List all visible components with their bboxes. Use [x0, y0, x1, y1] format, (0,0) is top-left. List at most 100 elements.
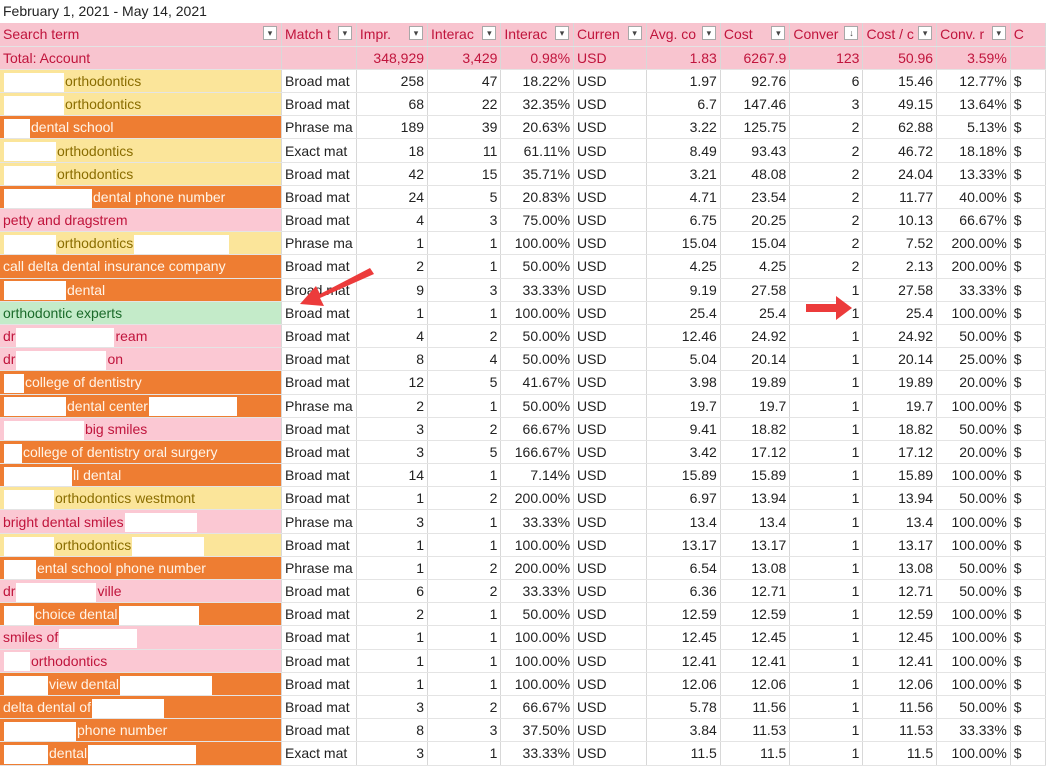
match-type-cell[interactable]: Broad mat [281, 370, 357, 395]
search-term-cell[interactable]: orthodontics [0, 69, 282, 94]
conversion-rate-cell[interactable]: 50.00% [936, 324, 1011, 349]
filter-dropdown-icon[interactable]: ▾ [555, 26, 570, 41]
interaction-rate-cell[interactable]: 166.67% [500, 440, 575, 465]
extra-cell[interactable]: $ [1010, 602, 1046, 627]
impressions-cell[interactable]: 3 [356, 440, 429, 465]
conversion-rate-cell[interactable]: 100.00% [936, 463, 1011, 488]
impressions-cell[interactable]: 8 [356, 347, 429, 372]
search-term-cell[interactable]: dr on [0, 347, 282, 372]
avg-cost-cell[interactable]: 6.7 [646, 92, 721, 117]
conversion-rate-cell[interactable]: 200.00% [936, 254, 1011, 279]
extra-cell[interactable]: $ [1010, 162, 1046, 186]
match-type-cell[interactable]: Broad mat [281, 185, 357, 210]
search-term-cell[interactable]: college of dentistry oral surgery [0, 440, 282, 465]
interaction-rate-cell[interactable]: 50.00% [500, 394, 575, 418]
cost-cell[interactable]: 24.92 [720, 324, 791, 349]
cost-cell[interactable]: 92.76 [720, 69, 791, 94]
currency-cell[interactable]: USD [573, 579, 647, 604]
extra-cell[interactable]: $ [1010, 394, 1046, 418]
interactions-cell[interactable]: 2 [427, 556, 502, 581]
match-type-cell[interactable]: Broad mat [281, 301, 357, 325]
cost-per-conversion-cell[interactable]: 46.72 [862, 138, 938, 163]
conversions-cell[interactable]: 1 [789, 741, 864, 766]
search-term-cell[interactable]: orthodontics [0, 533, 282, 557]
avg-cost-cell[interactable]: 12.06 [646, 672, 721, 696]
filter-dropdown-icon[interactable]: ▾ [991, 26, 1006, 41]
conversion-rate-cell[interactable]: 18.18% [936, 138, 1011, 163]
match-type-cell[interactable]: Broad mat [281, 162, 357, 186]
conversion-rate-cell[interactable]: 12.77% [936, 69, 1011, 94]
search-term-cell[interactable]: orthodontics [0, 138, 282, 163]
filter-dropdown-icon[interactable]: ▾ [337, 26, 352, 41]
conversion-rate-cell[interactable]: 33.33% [936, 278, 1011, 302]
conversion-rate-cell[interactable]: 100.00% [936, 394, 1011, 418]
filter-dropdown-icon[interactable]: ▾ [627, 26, 642, 41]
interaction-rate-cell[interactable]: 32.35% [500, 92, 575, 117]
cost-cell[interactable]: 13.94 [720, 486, 791, 511]
conversions-cell[interactable]: 1 [789, 533, 864, 557]
total-interactions[interactable]: 3,429 [427, 46, 502, 70]
extra-cell[interactable]: $ [1010, 69, 1046, 94]
search-term-cell[interactable]: ental school phone number [0, 556, 282, 581]
impressions-cell[interactable]: 3 [356, 741, 429, 766]
interactions-cell[interactable]: 4 [427, 347, 502, 372]
cost-cell[interactable]: 12.71 [720, 579, 791, 604]
avg-cost-cell[interactable]: 15.04 [646, 231, 721, 256]
cost-per-conversion-cell[interactable]: 12.59 [862, 602, 938, 627]
avg-cost-cell[interactable]: 3.98 [646, 370, 721, 395]
impressions-cell[interactable]: 12 [356, 370, 429, 395]
interactions-cell[interactable]: 3 [427, 278, 502, 302]
match-type-cell[interactable]: Broad mat [281, 486, 357, 511]
match-type-cell[interactable]: Broad mat [281, 347, 357, 372]
cost-cell[interactable]: 13.08 [720, 556, 791, 581]
impressions-cell[interactable]: 3 [356, 695, 429, 720]
search-term-cell[interactable]: dr ville [0, 579, 282, 604]
currency-cell[interactable]: USD [573, 92, 647, 117]
conversion-rate-cell[interactable]: 100.00% [936, 602, 1011, 627]
interactions-cell[interactable]: 5 [427, 370, 502, 395]
interactions-cell[interactable]: 1 [427, 672, 502, 696]
cost-cell[interactable]: 125.75 [720, 115, 791, 140]
conversions-cell[interactable]: 1 [789, 579, 864, 604]
cost-cell[interactable]: 12.06 [720, 672, 791, 696]
interactions-cell[interactable]: 1 [427, 463, 502, 488]
cost-cell[interactable]: 18.82 [720, 417, 791, 441]
conversion-rate-cell[interactable]: 20.00% [936, 370, 1011, 395]
currency-cell[interactable]: USD [573, 486, 647, 511]
conversion-rate-cell[interactable]: 50.00% [936, 695, 1011, 720]
currency-cell[interactable]: USD [573, 741, 647, 766]
extra-cell[interactable]: $ [1010, 486, 1046, 511]
conversion-rate-cell[interactable]: 25.00% [936, 347, 1011, 372]
cost-per-conversion-cell[interactable]: 13.94 [862, 486, 938, 511]
extra-cell[interactable]: $ [1010, 254, 1046, 279]
avg-cost-cell[interactable]: 13.4 [646, 509, 721, 534]
avg-cost-cell[interactable]: 13.17 [646, 533, 721, 557]
interactions-cell[interactable]: 2 [427, 417, 502, 441]
conversion-rate-cell[interactable]: 100.00% [936, 649, 1011, 673]
extra-cell[interactable]: $ [1010, 440, 1046, 465]
extra-cell[interactable]: $ [1010, 347, 1046, 372]
interaction-rate-cell[interactable]: 7.14% [500, 463, 575, 488]
match-type-cell[interactable]: Phrase ma [281, 115, 357, 140]
conversions-cell[interactable]: 6 [789, 69, 864, 94]
interaction-rate-cell[interactable]: 100.00% [500, 625, 575, 650]
interactions-cell[interactable]: 3 [427, 718, 502, 743]
conversion-rate-cell[interactable]: 5.13% [936, 115, 1011, 140]
total-currency[interactable]: USD [573, 46, 647, 70]
currency-cell[interactable]: USD [573, 347, 647, 372]
avg-cost-cell[interactable]: 19.7 [646, 394, 721, 418]
conversion-rate-cell[interactable]: 100.00% [936, 301, 1011, 325]
conversions-cell[interactable]: 2 [789, 162, 864, 186]
conversion-rate-cell[interactable]: 100.00% [936, 509, 1011, 534]
match-type-cell[interactable]: Broad mat [281, 69, 357, 94]
cost-per-conversion-cell[interactable]: 20.14 [862, 347, 938, 372]
filter-dropdown-icon[interactable]: ▾ [918, 26, 933, 41]
conversion-rate-cell[interactable]: 40.00% [936, 185, 1011, 210]
match-type-cell[interactable]: Broad mat [281, 625, 357, 650]
currency-cell[interactable]: USD [573, 695, 647, 720]
currency-cell[interactable]: USD [573, 533, 647, 557]
search-term-cell[interactable]: delta dental of [0, 695, 282, 720]
cost-cell[interactable]: 11.56 [720, 695, 791, 720]
avg-cost-cell[interactable]: 12.46 [646, 324, 721, 349]
cost-per-conversion-cell[interactable]: 15.46 [862, 69, 938, 94]
